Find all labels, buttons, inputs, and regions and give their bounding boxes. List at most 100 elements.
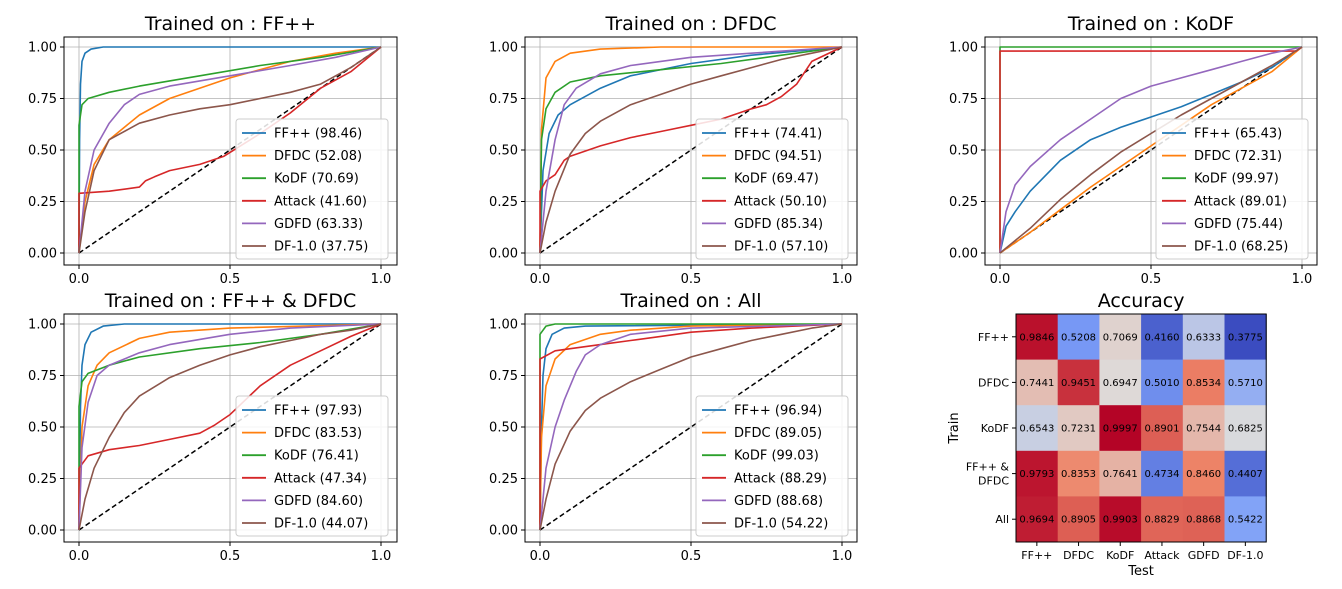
legend-label-df-1-0: DF-1.0 (37.75) — [274, 240, 368, 255]
legend-label-ffpp: FF++ (97.93) — [274, 404, 362, 419]
heatmap-cell-value: 0.3775 — [1228, 332, 1263, 343]
accuracy-heatmap: 0.9846 0.5208 0.7069 0.4160 0.6333 0.3775 FF++… — [947, 290, 1267, 579]
x-tick-label: 0.0 — [69, 549, 90, 564]
legend-label-gdfd: GDFD (85.34) — [734, 217, 823, 232]
column-label: KoDF — [1106, 549, 1134, 562]
heatmap-cell-value: 0.8901 — [1144, 424, 1179, 435]
y-tick-label: 1.00 — [949, 41, 978, 56]
y-tick-label: 0.75 — [489, 92, 518, 107]
legend-label-df-1-0: DF-1.0 (68.25) — [1194, 240, 1288, 255]
legend-label-attack: Attack (41.60) — [274, 194, 367, 209]
heatmap-cell-value: 0.9451 — [1061, 378, 1096, 389]
row-label: DFDC — [978, 475, 1009, 488]
legend-label-ffpp: FF++ (96.94) — [734, 404, 822, 419]
legend-label-ffpp: FF++ (74.41) — [734, 127, 822, 142]
y-tick-label: 0.25 — [949, 195, 978, 210]
y-tick-label: 0.50 — [949, 144, 978, 159]
heatmap-cell-value: 0.8460 — [1186, 469, 1221, 480]
y-tick-label: 0.75 — [28, 92, 57, 107]
y-tick-label: 1.00 — [28, 318, 57, 333]
legend-label-ffpp: FF++ (98.46) — [274, 127, 362, 142]
legend-label-ffpp: FF++ (65.43) — [1194, 127, 1282, 142]
x-tick-label: 0.0 — [990, 272, 1011, 287]
legend-label-df-1-0: DF-1.0 (54.22) — [734, 517, 828, 532]
y-tick-label: 0.25 — [28, 472, 57, 487]
legend: FF++ (74.41) DFDC (94.51) KoDF (69.47) Atta… — [696, 119, 848, 259]
y-tick-label: 0.25 — [489, 195, 518, 210]
heatmap-cell-value: 0.5010 — [1144, 378, 1179, 389]
x-tick-label: 0.5 — [1141, 272, 1162, 287]
legend-label-attack: Attack (88.29) — [734, 471, 827, 486]
heatmap-cell-value: 0.8868 — [1186, 515, 1221, 526]
heatmap-xlabel: Test — [1127, 564, 1154, 579]
column-label: GDFD — [1188, 549, 1220, 562]
y-tick-label: 0.25 — [489, 472, 518, 487]
legend-label-dfdc: DFDC (83.53) — [274, 426, 362, 441]
row-label: FF++ & — [966, 461, 1010, 474]
x-tick-label: 1.0 — [371, 272, 392, 287]
y-tick-label: 0.50 — [489, 144, 518, 159]
column-label: Attack — [1144, 549, 1180, 562]
heatmap-cell-value: 0.7641 — [1103, 469, 1138, 480]
chart-title: Trained on : FF++ — [144, 13, 316, 35]
legend-label-df-1-0: DF-1.0 (44.07) — [274, 517, 368, 532]
heatmap-cell-value: 0.8905 — [1061, 515, 1096, 526]
heatmap-cell-value: 0.7441 — [1019, 378, 1054, 389]
roc-chart-5: 0.0 0.5 1.0 0.00 0.25 0.50 0.75 1.00 Trained on … — [489, 290, 857, 564]
legend-label-kodf: KoDF (70.69) — [274, 172, 359, 187]
legend: FF++ (65.43)DFDC (72.31)KoDF (99.97)Atta… — [1156, 119, 1308, 259]
heatmap-cell-value: 0.4407 — [1228, 469, 1263, 480]
y-tick-label: 0.00 — [489, 247, 518, 262]
chart-title: Trained on : FF++ & DFDC — [104, 290, 357, 312]
row-label: DFDC — [978, 376, 1009, 389]
heatmap-cell-value: 0.4734 — [1144, 469, 1179, 480]
column-label: DF-1.0 — [1227, 549, 1263, 562]
heatmap-cell-value: 0.9997 — [1103, 424, 1138, 435]
heatmap-cell-value: 0.8353 — [1061, 469, 1096, 480]
row-label: All — [995, 513, 1009, 526]
legend-label-kodf: KoDF (69.47) — [734, 172, 819, 187]
legend-label-dfdc: DFDC (94.51) — [734, 149, 822, 164]
x-tick-label: 1.0 — [832, 272, 853, 287]
heatmap-cell-value: 0.6543 — [1019, 424, 1054, 435]
row-label: FF++ — [978, 331, 1009, 344]
roc-chart-1: 0.0 0.5 1.0 0.00 0.25 0.50 0.75 1.00 Trained on … — [28, 13, 397, 287]
heatmap-cell-value: 0.5710 — [1228, 378, 1263, 389]
x-tick-label: 1.0 — [832, 549, 853, 564]
roc-chart-4: 0.0 0.5 1.0 0.00 0.25 0.50 0.75 1.00 Trained on … — [28, 290, 397, 564]
heatmap-cell-value: 0.6333 — [1186, 332, 1221, 343]
y-tick-label: 0.00 — [949, 247, 978, 262]
chart-title: Trained on : KoDF — [1067, 13, 1234, 35]
roc-chart-3: 0.0 0.5 1.00.000.250.500.751.00Trained on … — [949, 13, 1317, 287]
legend-label-gdfd: GDFD (75.44) — [1194, 217, 1283, 232]
y-tick-label: 1.00 — [489, 41, 518, 56]
x-tick-label: 0.5 — [220, 272, 241, 287]
legend-label-gdfd: GDFD (63.33) — [274, 217, 363, 232]
legend-label-dfdc: DFDC (89.05) — [734, 426, 822, 441]
y-tick-label: 0.25 — [28, 195, 57, 210]
heatmap-cell-value: 0.9846 — [1019, 332, 1054, 343]
legend-label-gdfd: GDFD (84.60) — [274, 494, 363, 509]
legend-label-kodf: KoDF (99.03) — [734, 449, 819, 464]
heatmap-cell-value: 0.6947 — [1103, 378, 1138, 389]
y-tick-label: 0.00 — [28, 247, 57, 262]
column-label: FF++ — [1021, 549, 1052, 562]
legend-label-df-1-0: DF-1.0 (57.10) — [734, 240, 828, 255]
x-tick-label: 0.5 — [220, 549, 241, 564]
y-tick-label: 0.00 — [489, 524, 518, 539]
y-tick-label: 0.50 — [28, 421, 57, 436]
legend-label-kodf: KoDF (76.41) — [274, 449, 359, 464]
legend-label-attack: Attack (47.34) — [274, 471, 367, 486]
roc-chart-2: 0.0 0.5 1.00.000.250.500.751.00Trained on … — [489, 13, 857, 287]
heatmap-cell-value: 0.9694 — [1019, 515, 1054, 526]
heatmap-ylabel: Train — [947, 412, 962, 444]
heatmap-cell-value: 0.7544 — [1186, 424, 1221, 435]
chart-title: Trained on : All — [619, 290, 761, 312]
y-tick-label: 0.75 — [28, 369, 57, 384]
x-tick-label: 0.5 — [681, 272, 702, 287]
column-label: DFDC — [1063, 549, 1094, 562]
legend-label-attack: Attack (89.01) — [1194, 194, 1287, 209]
legend: FF++ (98.46) DFDC (52.08) KoDF (70.69) Atta… — [236, 119, 388, 259]
heatmap-cell-value: 0.9903 — [1103, 515, 1138, 526]
